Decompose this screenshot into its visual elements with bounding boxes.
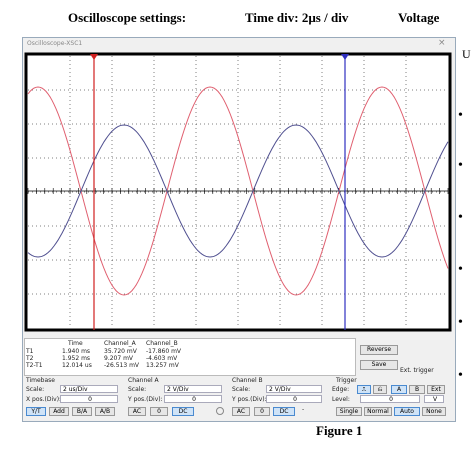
button[interactable]: Y/T [26,407,46,416]
bullet: • [458,158,463,173]
section-title: Channel B [232,377,263,384]
voltage-label: Voltage [398,10,440,25]
button[interactable]: A/B [95,407,115,416]
field-label: Y pos.(Div): [232,396,267,403]
readout-value: 1.940 ms [62,348,91,355]
readout-panel [24,338,356,376]
grid [27,56,449,328]
edge-falling[interactable]: ⎌ [373,385,387,394]
ext-trigger[interactable]: Ext. trigger [400,367,434,374]
button[interactable]: AC [232,407,250,416]
edge-rising[interactable]: ⎍ [357,385,371,394]
readout-header: Channel_A [104,340,136,347]
field-label: Scale: [232,386,251,393]
close-button[interactable]: × [438,38,446,48]
field[interactable]: 2 us/Div [60,385,118,393]
field-label: Edge: [332,386,350,393]
field-label: Scale: [26,386,45,393]
field-label: Y pos.(Div): [128,396,163,403]
section-title: Timebase [26,377,55,384]
button[interactable]: Ext [427,385,445,394]
readout-label: T2-T1 [26,362,43,369]
time-div: Time div: 2µs / div [245,10,349,25]
readout-label: T1 [26,348,34,355]
readout-value: 9.207 mV [104,355,134,362]
button[interactable]: DC [172,407,194,416]
bullet: • [458,108,463,123]
bullet: • [458,315,463,330]
section-title: Channel A [128,377,159,384]
readout-value: 1.952 ms [62,355,91,362]
field-label: Scale: [128,386,147,393]
reverse-button[interactable]: Reverse [360,345,398,355]
field[interactable]: 0 [60,395,118,403]
window-title: Oscilloscope-XSC1 [27,40,83,47]
field[interactable]: 2 V/Div [164,385,222,393]
readout-value: -26.513 mV [104,362,140,369]
channel-b-wave [27,124,449,258]
readout-label: T2 [26,355,34,362]
bullet: • [458,368,463,383]
field[interactable]: 0 [266,395,322,403]
readout-value: 12.014 us [62,362,92,369]
button[interactable]: Single [336,407,362,416]
caption: Figure 1 [316,423,363,438]
unit: V [424,395,444,403]
bullet: • [458,262,463,277]
scope-screen [24,52,452,332]
cursor-1-handle[interactable] [90,54,98,60]
readout-value: -17.860 mV [146,348,182,355]
button[interactable]: B [409,385,425,394]
readout-value: 35.720 mV [104,348,137,355]
radio[interactable] [216,407,224,415]
readout-value: 13.257 mV [146,362,179,369]
button[interactable]: A [391,385,407,394]
button[interactable]: Add [49,407,69,416]
section-title: Trigger [336,377,357,384]
readout-header: Time [68,340,83,347]
button[interactable]: B/A [72,407,92,416]
field[interactable]: 0 [360,395,420,403]
readout-header: Channel_B [146,340,178,347]
side-letter: U [462,47,471,61]
readout-value: -4.603 mV [146,355,178,362]
settings-label: Oscilloscope settings: [68,10,187,25]
field[interactable]: 2 V/Div [266,385,322,393]
minus-button[interactable]: - [302,406,305,413]
button[interactable]: 0 [254,407,270,416]
button[interactable]: None [422,407,446,416]
bullet: • [458,210,463,225]
field-label: Level: [332,396,350,403]
button[interactable]: AC [128,407,146,416]
button[interactable]: Auto [394,407,420,416]
button[interactable]: DC [273,407,295,416]
button[interactable]: 0 [150,407,168,416]
field[interactable]: 0 [164,395,222,403]
button[interactable]: Normal [364,407,392,416]
channel-a-wave [27,86,449,296]
save-button[interactable]: Save [360,360,398,370]
field-label: X pos.(Div): [26,396,62,403]
cursor-2-handle[interactable] [341,54,349,60]
